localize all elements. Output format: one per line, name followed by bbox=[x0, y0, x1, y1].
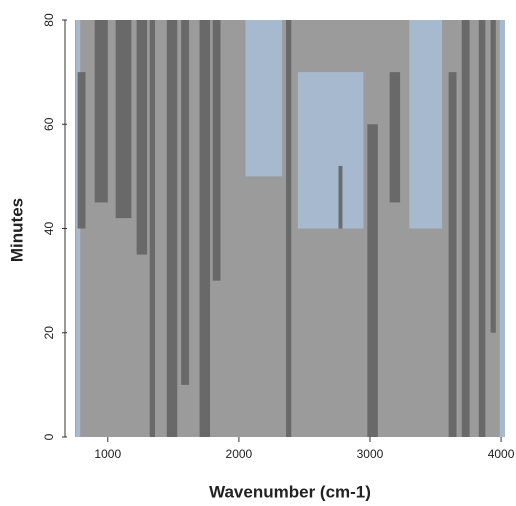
dark-band bbox=[136, 20, 148, 255]
dark-band bbox=[181, 20, 190, 385]
x-tick-label: 4000 bbox=[488, 447, 515, 461]
dark-band bbox=[94, 20, 108, 203]
y-tick-label: 60 bbox=[42, 117, 56, 131]
x-tick-label: 2000 bbox=[226, 447, 253, 461]
y-tick-label: 40 bbox=[42, 222, 56, 236]
dark-band bbox=[286, 20, 292, 437]
light-band bbox=[409, 20, 443, 229]
dark-band bbox=[478, 20, 486, 437]
dark-band bbox=[338, 165, 343, 229]
light-band bbox=[499, 20, 505, 437]
dark-band bbox=[149, 20, 155, 437]
dark-band bbox=[77, 72, 86, 229]
dark-band bbox=[461, 20, 470, 437]
y-tick-label: 0 bbox=[42, 433, 56, 440]
dark-band bbox=[389, 72, 401, 203]
y-tick-label: 20 bbox=[42, 326, 56, 340]
dark-band bbox=[367, 124, 378, 437]
dark-band bbox=[448, 72, 457, 437]
light-band bbox=[297, 72, 364, 229]
dark-band bbox=[212, 20, 221, 281]
y-axis-title: Minutes bbox=[7, 198, 26, 262]
dark-band bbox=[166, 20, 178, 437]
dark-band bbox=[115, 20, 132, 219]
x-axis-title: Wavenumber (cm-1) bbox=[209, 482, 371, 501]
x-tick-label: 3000 bbox=[357, 447, 384, 461]
x-tick-label: 1000 bbox=[94, 447, 121, 461]
light-band bbox=[245, 20, 283, 177]
dark-band bbox=[199, 20, 211, 437]
y-tick-label: 80 bbox=[42, 13, 56, 27]
dark-band bbox=[490, 20, 496, 333]
